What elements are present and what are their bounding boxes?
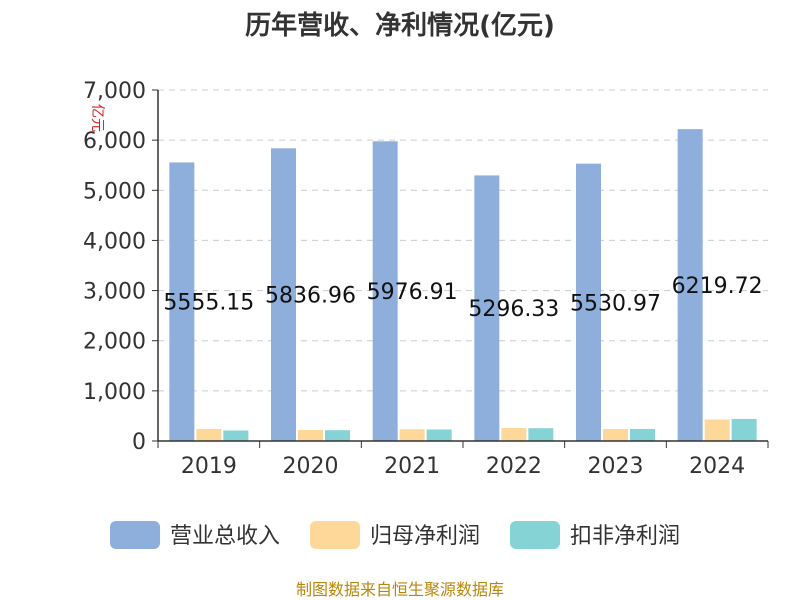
x-tick-label: 2021 — [384, 454, 440, 479]
bar-revenue — [271, 148, 296, 441]
x-tick-label: 2024 — [689, 454, 745, 479]
bar-deducted-net-profit — [426, 429, 452, 441]
y-tick-label: 7,000 — [83, 79, 146, 104]
x-tick-label: 2019 — [181, 454, 237, 479]
data-label: 5836.96 — [265, 284, 356, 309]
legend-label: 扣非净利润 — [570, 524, 680, 549]
x-tick-label: 2022 — [486, 454, 542, 479]
legend-swatch — [310, 521, 360, 549]
bar-net-profit — [399, 429, 425, 441]
x-tick-label: 2020 — [283, 454, 339, 479]
data-label: 5296.33 — [468, 297, 559, 322]
bar-revenue — [169, 162, 195, 441]
bar-revenue — [677, 129, 703, 441]
y-tick-label: 3,000 — [83, 280, 146, 305]
bar-deducted-net-profit — [731, 418, 757, 441]
bar-net-profit — [196, 428, 222, 441]
bar-net-profit — [603, 428, 628, 441]
legend-swatch — [110, 521, 160, 549]
bar-net-profit — [298, 429, 323, 441]
bar-net-profit — [704, 419, 730, 441]
bar-revenue — [576, 163, 601, 441]
data-label: 5530.97 — [570, 291, 661, 316]
bar-revenue — [474, 175, 500, 441]
chart-title: 历年营收、净利情况(亿元) — [245, 10, 555, 41]
data-label: 5555.15 — [163, 291, 254, 316]
x-tick-label: 2023 — [588, 454, 644, 479]
y-tick-label: 5,000 — [83, 179, 146, 204]
bar-deducted-net-profit — [528, 428, 554, 441]
bar-net-profit — [501, 427, 527, 441]
y-tick-label: 1,000 — [83, 380, 146, 405]
footer-source: 制图数据来自恒生聚源数据库 — [296, 580, 504, 599]
legend-label: 营业总收入 — [170, 524, 280, 549]
data-label: 6219.72 — [672, 274, 763, 299]
y-axis-unit-label: 亿元 — [89, 104, 105, 132]
bar-deducted-net-profit — [325, 430, 350, 441]
legend-swatch — [510, 521, 560, 549]
bar-revenue — [372, 141, 398, 441]
legend-label: 归母净利润 — [370, 524, 480, 549]
y-tick-label: 0 — [132, 430, 146, 455]
data-label: 5976.91 — [367, 280, 458, 305]
y-tick-label: 2,000 — [83, 330, 146, 355]
y-tick-label: 4,000 — [83, 229, 146, 254]
bar-deducted-net-profit — [223, 430, 249, 441]
bar-deducted-net-profit — [630, 428, 655, 441]
y-tick-label: 6,000 — [83, 129, 146, 154]
